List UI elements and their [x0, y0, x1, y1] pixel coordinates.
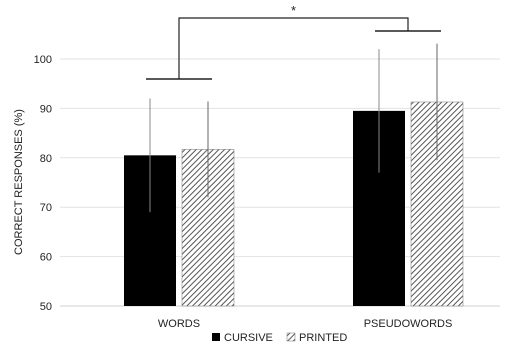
legend-swatch-cursive: [212, 333, 220, 341]
axes: 50 60 70 80 90 100 WORDS PSEUDOWORDS: [34, 54, 500, 330]
y-tick-label-100: 100: [34, 54, 52, 66]
error-bars: [149, 43, 438, 213]
bars: [124, 101, 464, 307]
y-tick-label-80: 80: [40, 153, 52, 165]
significance-marker: *: [291, 3, 296, 18]
y-tick-label-60: 60: [40, 252, 52, 264]
y-tick-label-70: 70: [40, 202, 52, 214]
x-tick-label-words: WORDS: [158, 318, 200, 330]
legend-swatch-printed: [286, 332, 296, 342]
y-tick-label-90: 90: [40, 103, 52, 115]
x-tick-label-pseudowords: PSEUDOWORDS: [364, 318, 453, 330]
y-axis-title: CORRECT RESPONSES (%): [13, 109, 25, 255]
significance-bracket: *: [146, 3, 441, 80]
bracket-line: [178, 17, 409, 79]
legend-label-cursive: CURSIVE: [224, 332, 273, 344]
legend-label-printed: PRINTED: [299, 332, 347, 344]
y-tick-label-50: 50: [40, 301, 52, 313]
legend: CURSIVE PRINTED: [212, 332, 347, 344]
